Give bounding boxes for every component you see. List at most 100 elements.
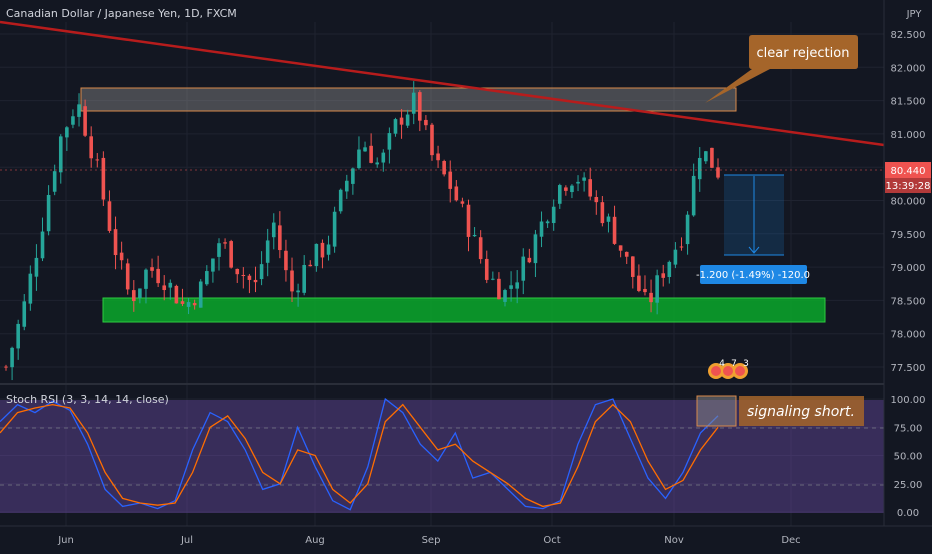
- time-tick-label: Dec: [781, 535, 800, 546]
- candle: [381, 149, 386, 172]
- candle-body: [119, 252, 124, 261]
- candle: [95, 153, 100, 168]
- candle: [290, 257, 294, 302]
- price-axis-area[interactable]: [884, 0, 932, 550]
- candle: [393, 117, 398, 137]
- candle-body: [186, 302, 191, 307]
- candle: [211, 258, 215, 283]
- candle-body: [539, 221, 544, 237]
- candle-body: [430, 124, 434, 156]
- candle-body: [442, 160, 446, 175]
- candle-body: [545, 221, 550, 224]
- descending-trendline[interactable]: [0, 20, 885, 147]
- oscillator-tick-label: 75.00: [894, 423, 923, 434]
- candle-body: [363, 147, 367, 152]
- candle: [235, 268, 240, 283]
- candle: [478, 230, 483, 264]
- candle-body: [46, 194, 51, 232]
- candle: [180, 288, 185, 307]
- oscillator-axis-ticks: 100.00 75.00 50.00 25.00 0.00: [891, 395, 926, 519]
- candle: [472, 227, 477, 237]
- event-badge-1-core: [711, 366, 721, 376]
- candle-body: [28, 273, 33, 304]
- last-price-value: 80.440: [891, 166, 926, 177]
- short-signal-text: signaling short.: [747, 404, 855, 420]
- candle: [405, 109, 410, 128]
- candle: [655, 269, 659, 315]
- candle: [296, 283, 300, 307]
- candle-body: [594, 196, 599, 203]
- candle: [192, 299, 197, 310]
- candle: [131, 280, 136, 312]
- candle: [71, 109, 75, 129]
- event-badges[interactable]: 4 7 3: [708, 359, 749, 379]
- price-tick-label: 79.000: [891, 263, 926, 274]
- candle-body: [22, 301, 27, 327]
- price-range-measure[interactable]: -1.200 (-1.49%) -120.0: [696, 174, 810, 284]
- candle-body: [320, 242, 325, 258]
- stoch-d-line: [0, 403, 719, 508]
- candle-body: [138, 288, 142, 299]
- candle-body: [399, 117, 404, 125]
- candle-body: [491, 278, 495, 280]
- candle-body: [314, 243, 319, 267]
- candle-body: [235, 268, 240, 275]
- candle-body: [710, 147, 714, 168]
- candle: [637, 264, 641, 293]
- candle: [77, 93, 81, 127]
- event-badge-2-core: [723, 366, 733, 376]
- candle: [271, 213, 276, 250]
- countdown-tag: [885, 178, 931, 193]
- candle-body: [302, 264, 306, 293]
- price-tick-label: 81.000: [891, 130, 926, 141]
- candle-body: [521, 256, 526, 281]
- candle-body: [58, 136, 63, 173]
- candle: [643, 275, 647, 296]
- candle-body: [338, 189, 343, 212]
- candle: [424, 115, 428, 131]
- candlestick-series: [4, 81, 720, 381]
- candle-body: [515, 282, 519, 289]
- measure-arrow-head: [748, 246, 760, 254]
- candle-body: [685, 214, 690, 245]
- candle: [168, 279, 173, 300]
- symbol-title: Canadian Dollar / Japanese Yen, 1D, FXCM: [6, 7, 237, 20]
- candle-body: [162, 285, 167, 291]
- candle-body: [411, 92, 416, 114]
- short-signal-callout[interactable]: signaling short.: [696, 395, 864, 427]
- candle: [460, 197, 465, 208]
- candle: [618, 245, 623, 258]
- candle-body: [247, 275, 252, 280]
- oscillator-grid: [0, 398, 884, 513]
- candle: [600, 196, 605, 227]
- candle-body: [484, 258, 489, 280]
- candle: [667, 260, 672, 284]
- rejection-callout[interactable]: clear rejection: [705, 35, 858, 103]
- candle: [46, 185, 51, 236]
- candle: [83, 99, 87, 138]
- candle: [278, 211, 282, 259]
- candle: [588, 167, 593, 201]
- oscillator-tick-label: 100.00: [891, 395, 926, 406]
- time-tick-label: Nov: [664, 535, 684, 546]
- candle: [649, 279, 653, 313]
- candle: [557, 183, 562, 209]
- candle-body: [168, 282, 173, 288]
- candle-body: [180, 301, 185, 304]
- candle: [594, 190, 599, 215]
- time-axis-ticks[interactable]: Jun Jul Aug Sep Oct Nov Dec: [57, 535, 800, 546]
- candle: [442, 159, 446, 177]
- candle-body: [131, 290, 136, 302]
- candle: [338, 188, 343, 214]
- candle-body: [655, 275, 659, 303]
- measure-label-box: [700, 265, 807, 284]
- candle: [284, 239, 288, 282]
- candle-body: [284, 250, 288, 271]
- candle: [418, 90, 422, 132]
- candle-body: [679, 246, 684, 248]
- candle: [302, 255, 306, 296]
- countdown-value: 13:39:28: [886, 181, 931, 192]
- price-tick-label: 82.000: [891, 63, 926, 74]
